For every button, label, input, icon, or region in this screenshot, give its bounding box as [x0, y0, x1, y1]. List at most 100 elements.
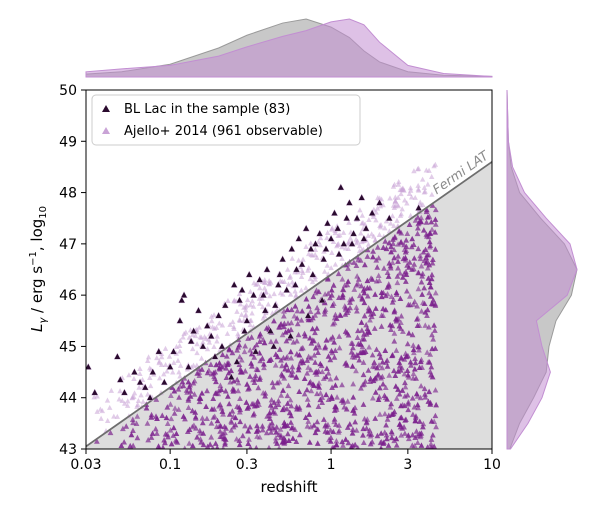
- sample-point: [270, 342, 278, 350]
- sample-point: [113, 352, 122, 360]
- ajello-point: [266, 409, 273, 416]
- ajello-point: [261, 313, 268, 319]
- ajello-point: [361, 285, 368, 292]
- ajello-point: [288, 425, 295, 431]
- ajello-point: [308, 240, 314, 246]
- ajello-point: [204, 415, 210, 422]
- ajello-point: [327, 336, 334, 342]
- ajello-point: [378, 323, 385, 329]
- ajello-point: [358, 327, 365, 333]
- ajello-point: [217, 433, 224, 440]
- ajello-point: [370, 310, 377, 316]
- ajello-point: [372, 291, 379, 297]
- ajello-point: [249, 298, 256, 304]
- ajello-point: [330, 444, 335, 449]
- ajello-point: [409, 395, 416, 401]
- ajello-point: [432, 161, 439, 167]
- ajello-point: [196, 369, 203, 375]
- ajello-point: [332, 347, 339, 353]
- ajello-point: [383, 245, 390, 252]
- ajello-point: [379, 373, 386, 380]
- ajello-point: [395, 386, 401, 392]
- ajello-point: [390, 183, 397, 189]
- ajello-point: [334, 241, 341, 248]
- ajello-point: [273, 434, 279, 441]
- ajello-point: [391, 246, 397, 253]
- x-tick-label: 10: [483, 457, 501, 473]
- ajello-point: [247, 322, 253, 328]
- ajello-point: [382, 306, 389, 313]
- ajello-point: [305, 401, 312, 408]
- ajello-point: [411, 298, 418, 305]
- ajello-point: [349, 426, 356, 432]
- ajello-point: [305, 353, 312, 360]
- ajello-point: [352, 441, 358, 448]
- ajello-point: [172, 405, 178, 411]
- sample-point: [368, 209, 376, 216]
- ajello-point: [378, 430, 385, 436]
- ajello-point: [407, 293, 413, 299]
- ajello-point: [201, 334, 208, 340]
- ajello-point: [427, 293, 434, 299]
- ajello-point: [325, 290, 332, 296]
- ajello-point: [413, 316, 420, 322]
- ajello-point: [339, 293, 346, 300]
- ajello-point: [338, 397, 345, 404]
- ajello-point: [423, 219, 430, 225]
- ajello-point: [208, 420, 215, 426]
- ajello-point: [126, 372, 132, 378]
- ajello-point: [226, 346, 233, 353]
- ajello-point: [418, 382, 424, 389]
- ajello-point: [365, 241, 372, 247]
- ajello-point: [369, 438, 376, 445]
- ajello-point: [250, 376, 256, 383]
- ajello-point: [221, 445, 226, 449]
- ajello-point: [402, 197, 408, 203]
- ajello-point: [261, 364, 267, 371]
- x-tick-label: 0.3: [236, 457, 258, 473]
- ajello-point: [406, 221, 413, 228]
- ajello-point: [129, 394, 136, 400]
- sample-point: [298, 260, 306, 268]
- ajello-point: [354, 308, 360, 314]
- ajello-point: [328, 434, 334, 441]
- ajello-point: [429, 432, 436, 438]
- ajello-point: [333, 438, 340, 444]
- sample-point: [235, 296, 244, 304]
- ajello-point: [256, 300, 263, 306]
- ajello-point: [288, 412, 294, 419]
- ajello-point: [414, 439, 421, 446]
- ajello-point: [257, 357, 264, 364]
- ajello-point: [398, 354, 405, 360]
- ajello-point: [313, 426, 320, 432]
- ajello-point: [411, 255, 418, 261]
- sample-point: [240, 327, 249, 334]
- ajello-point: [177, 337, 183, 343]
- y-tick-label: 45: [59, 339, 77, 355]
- ajello-point: [342, 304, 349, 311]
- ajello-point: [294, 338, 300, 344]
- ajello-point: [242, 368, 249, 374]
- ajello-point: [236, 316, 243, 322]
- ajello-point: [128, 431, 135, 438]
- ajello-point: [248, 444, 253, 449]
- ajello-point: [366, 329, 373, 335]
- ajello-point: [230, 319, 236, 325]
- ajello-point: [309, 325, 316, 332]
- ajello-point: [273, 338, 279, 344]
- ajello-point: [273, 424, 280, 430]
- ajello-point: [421, 184, 428, 190]
- ajello-point: [360, 349, 366, 356]
- ajello-point: [282, 366, 288, 372]
- ajello-point: [208, 434, 215, 440]
- ajello-point: [426, 244, 433, 250]
- ajello-point: [377, 354, 384, 360]
- ajello-point: [189, 346, 196, 352]
- ajello-point: [372, 389, 379, 395]
- ajello-point: [374, 432, 381, 439]
- ajello-point: [430, 297, 437, 303]
- ajello-point: [352, 404, 358, 411]
- ajello-point: [383, 422, 389, 428]
- ajello-point: [162, 361, 169, 368]
- ajello-point: [176, 369, 182, 375]
